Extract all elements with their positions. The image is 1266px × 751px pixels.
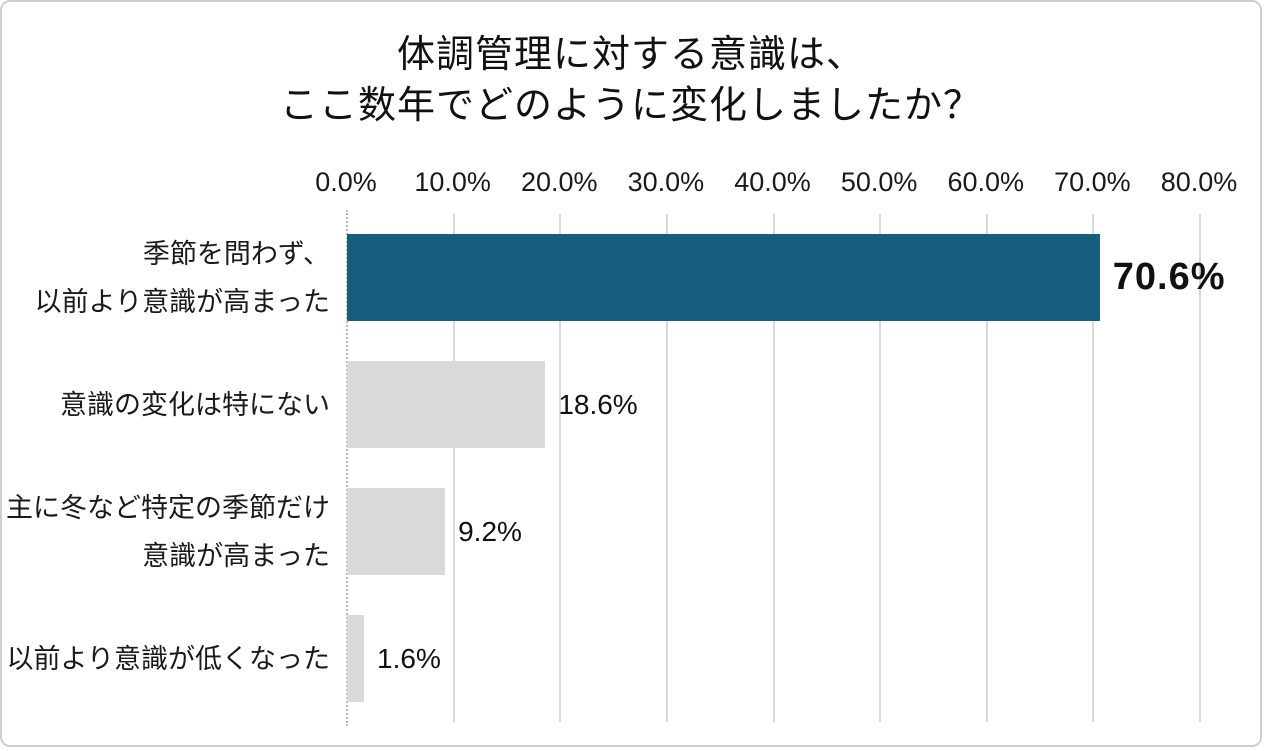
category-label: 季節を問わず、以前より意識が高まった <box>2 214 332 341</box>
x-tick-label: 80.0% <box>1160 167 1238 197</box>
plot-area: 70.6% 18.6% 9.2% 1.6% <box>346 210 1225 726</box>
x-tick-label: 20.0% <box>520 167 598 197</box>
gridline <box>452 214 455 722</box>
category-label-line: 意識が高まった <box>142 540 330 571</box>
bar <box>347 615 365 702</box>
category-label-line: 以前より意識が低くなった <box>6 643 330 674</box>
category-label-line: 季節を問わず、 <box>142 238 330 269</box>
gridline <box>985 214 988 722</box>
bar <box>347 234 1100 321</box>
chart-title-line-1: 体調管理に対する意識は、 <box>396 34 865 76</box>
x-tick-label: 50.0% <box>840 167 918 197</box>
bar <box>347 488 446 575</box>
chart-title: 体調管理に対する意識は、 ここ数年でどのように変化しましたか？ <box>2 30 1260 132</box>
value-label: 1.6% <box>377 643 441 674</box>
bar <box>347 361 546 448</box>
gridline <box>1092 214 1095 722</box>
x-axis: 0.0% 10.0% 20.0% 30.0% 40.0% 50.0% 60.0% 70.0% 8… <box>2 162 1260 202</box>
x-tick-label: 0.0% <box>315 167 377 197</box>
value-label: 70.6% <box>1112 256 1226 298</box>
zero-axis-line <box>346 210 348 726</box>
category-label: 以前より意識が低くなった <box>2 595 332 722</box>
x-tick-label: 60.0% <box>947 167 1025 197</box>
y-axis-category-labels: 季節を問わず、以前より意識が高まった意識の変化は特にない主に冬など特定の季節だけ… <box>2 214 332 722</box>
gridline <box>879 214 882 722</box>
gridline <box>559 214 562 722</box>
x-tick-label: 10.0% <box>414 167 491 197</box>
x-tick-label: 40.0% <box>734 167 811 197</box>
chart-title-line-2: ここ数年でどのように変化しましたか？ <box>279 85 982 127</box>
gridline <box>772 214 775 722</box>
value-label: 9.2% <box>458 516 522 547</box>
category-label-line: 以前より意識が高まった <box>34 286 330 317</box>
gridline <box>665 214 668 722</box>
category-label-line: 主に冬など特定の季節だけ <box>6 492 330 523</box>
x-tick-label: 70.0% <box>1054 167 1131 197</box>
x-tick-label: 30.0% <box>627 167 705 197</box>
value-label: 18.6% <box>558 389 638 420</box>
category-label-line: 意識の変化は特にない <box>60 389 330 420</box>
category-label: 主に冬など特定の季節だけ意識が高まった <box>2 468 332 595</box>
category-label: 意識の変化は特にない <box>2 341 332 468</box>
gridline <box>1199 214 1201 722</box>
